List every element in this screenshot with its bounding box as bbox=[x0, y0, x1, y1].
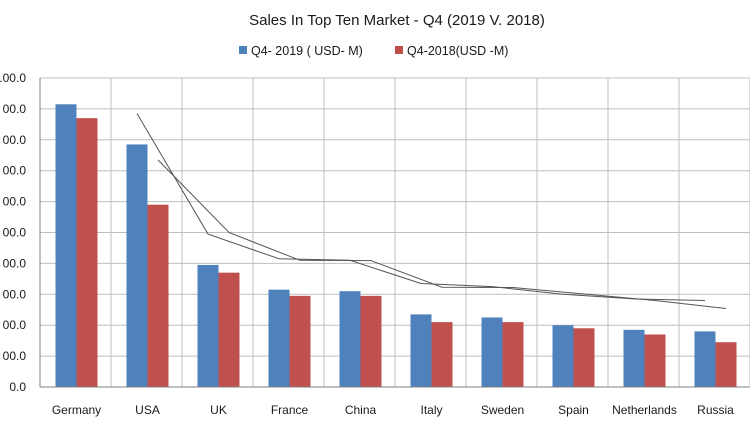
bar-2018-spain bbox=[573, 328, 595, 387]
y-tick-label: .00.0 bbox=[0, 71, 26, 85]
x-tick-label: Netherlands bbox=[612, 403, 677, 417]
bar-2018-italy bbox=[431, 322, 453, 387]
bar-2018-france bbox=[289, 295, 311, 387]
y-tick-label: 00.0 bbox=[3, 318, 27, 332]
y-tick-label: 00.0 bbox=[3, 226, 27, 240]
bar-2018-russia bbox=[715, 342, 737, 387]
legend-swatch bbox=[395, 46, 403, 54]
y-tick-label: 00.0 bbox=[3, 195, 27, 209]
x-tick-label: France bbox=[271, 403, 309, 417]
y-tick-label: 00.0 bbox=[3, 287, 27, 301]
bar-2019-russia bbox=[694, 331, 716, 387]
legend-label: Q4- 2019 ( USD- M) bbox=[251, 44, 363, 58]
y-tick-label: 00.0 bbox=[3, 164, 27, 178]
trendline-2018 bbox=[157, 159, 727, 310]
trendline-2019 bbox=[136, 113, 706, 301]
bar-2018-sweden bbox=[502, 322, 524, 387]
bars bbox=[55, 104, 737, 388]
bar-2019-netherlands bbox=[623, 329, 645, 387]
x-tick-label: Germany bbox=[52, 403, 101, 417]
y-tick-label: 00.0 bbox=[3, 102, 27, 116]
chart-title: Sales In Top Ten Market - Q4 (2019 V. 20… bbox=[249, 12, 545, 29]
bar-2018-germany bbox=[76, 118, 98, 388]
y-tick-label: 00.0 bbox=[3, 133, 27, 147]
x-tick-label: UK bbox=[210, 403, 227, 417]
bar-2018-china bbox=[360, 295, 382, 387]
bar-2019-usa bbox=[126, 144, 148, 387]
bar-2019-sweden bbox=[481, 317, 503, 387]
bar-2019-france bbox=[268, 289, 290, 387]
y-tick-label: 00.0 bbox=[3, 349, 27, 363]
x-tick-label: Russia bbox=[697, 403, 734, 417]
trendlines bbox=[136, 113, 727, 310]
x-tick-label: Spain bbox=[558, 403, 589, 417]
x-tick-label: Italy bbox=[420, 403, 442, 417]
bar-2018-usa bbox=[147, 204, 169, 387]
y-tick-label: 0.0 bbox=[9, 380, 26, 394]
legend-swatch bbox=[239, 46, 247, 54]
bar-2018-uk bbox=[218, 272, 240, 387]
legend-label: Q4-2018(USD -M) bbox=[407, 44, 508, 58]
x-tick-label: Sweden bbox=[481, 403, 524, 417]
bar-2019-germany bbox=[55, 104, 77, 387]
bar-2019-italy bbox=[410, 314, 432, 387]
bar-2019-spain bbox=[552, 325, 574, 387]
y-axis-tick-labels: 0.0 00.0 00.0 00.0 00.0 00.0 00.0 00.0 00.0 00.0.… bbox=[0, 71, 26, 394]
bar-2019-uk bbox=[197, 264, 219, 387]
bar-2018-netherlands bbox=[644, 334, 666, 387]
bar-2019-china bbox=[339, 291, 361, 387]
x-tick-label: USA bbox=[135, 403, 160, 417]
x-tick-label: China bbox=[345, 403, 377, 417]
y-tick-label: 00.0 bbox=[3, 256, 27, 270]
axes bbox=[39, 78, 750, 388]
legend: Q4- 2019 ( USD- M) Q4-2018(USD -M) bbox=[239, 44, 508, 58]
x-axis-category-labels: Germany USA UK France China Italy Sweden Spain N… bbox=[52, 403, 734, 417]
